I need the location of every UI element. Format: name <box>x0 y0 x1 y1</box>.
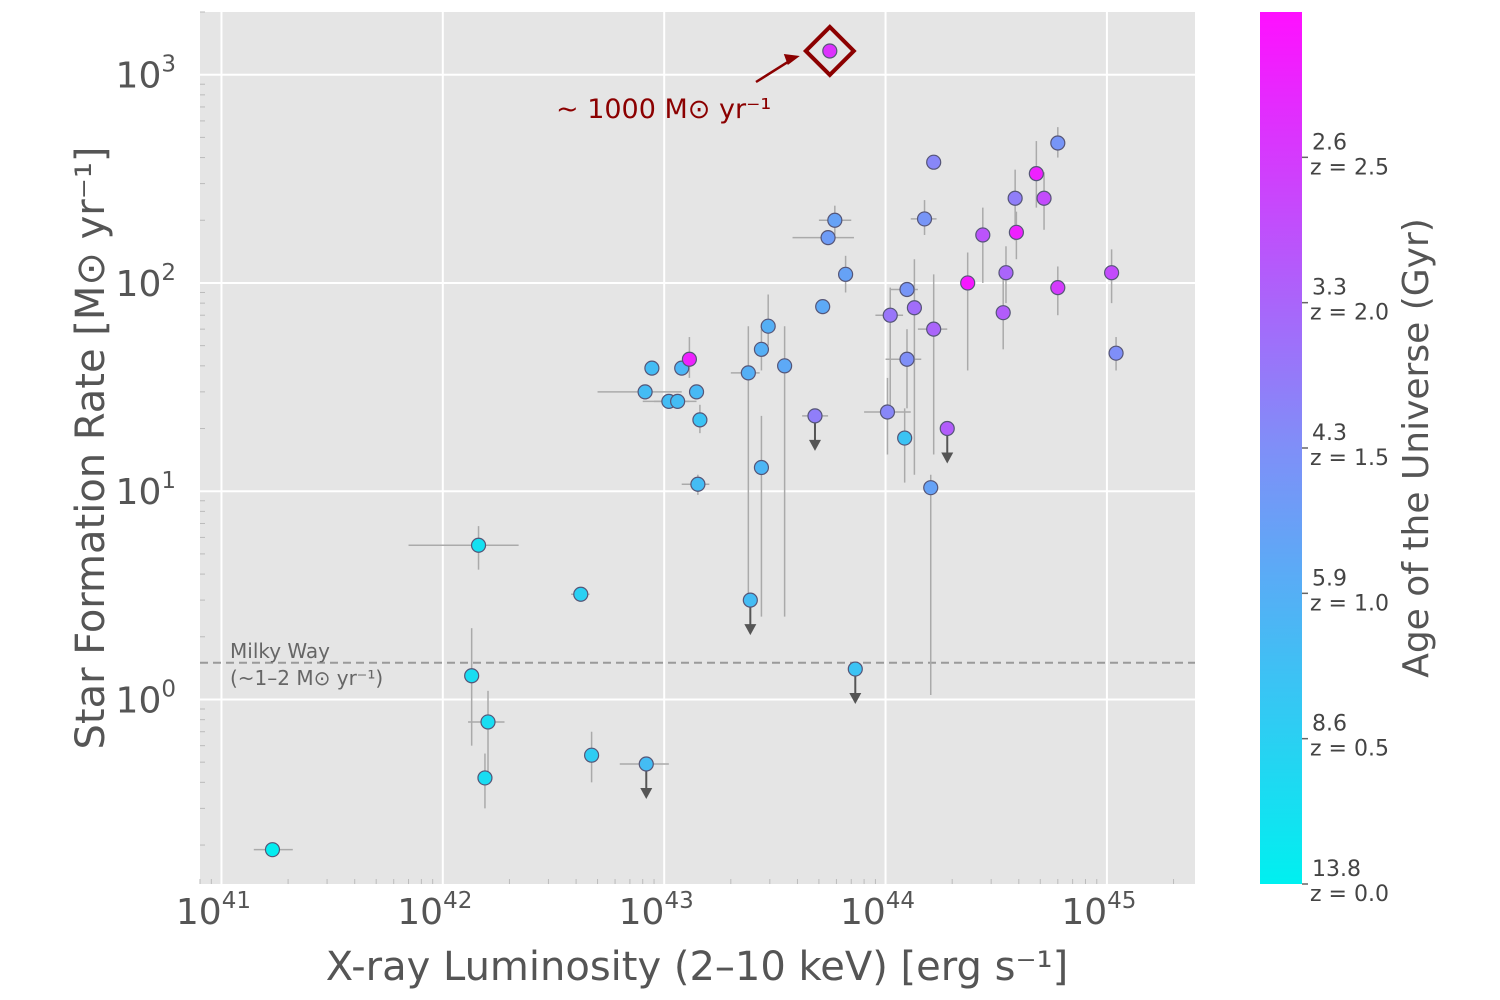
x-axis-title: X-ray Luminosity (2–10 keV) [erg s⁻¹] <box>326 944 1068 990</box>
colorbar-redshift-label: z = 1.0 <box>1310 591 1389 616</box>
colorbar-redshift-label: z = 1.5 <box>1310 446 1389 471</box>
data-point <box>681 351 698 367</box>
data-point <box>899 281 915 298</box>
y-axis-title: Star Formation Rate [M⊙ yr⁻¹] <box>68 146 114 749</box>
data-point <box>998 265 1014 281</box>
x-tick-label: 1042 <box>397 888 472 933</box>
x-tick-labels: 1041 1042 1043 1044 1045 <box>176 888 1137 933</box>
x-tick-label: 1043 <box>619 888 694 933</box>
upper-limit-arrow-head <box>744 624 757 636</box>
data-point <box>926 154 942 170</box>
data-point <box>688 384 705 400</box>
colorbar-age-label: 8.6 <box>1312 712 1347 737</box>
highlight-diamond <box>802 24 857 78</box>
data-point <box>638 756 654 772</box>
data-point <box>470 537 487 553</box>
data-point <box>926 321 942 337</box>
x-tick-label: 1041 <box>176 888 251 933</box>
data-point <box>1028 166 1044 182</box>
data-point <box>897 430 913 446</box>
y-tick-label: 100 <box>116 676 176 721</box>
data-point <box>637 384 653 400</box>
colorbar-age-label: 13.8 <box>1312 857 1361 882</box>
data-point <box>740 365 756 381</box>
data-points <box>264 43 1124 858</box>
x-tick-label: 1044 <box>840 888 915 933</box>
data-point <box>670 393 686 409</box>
data-point <box>820 230 836 246</box>
colorbar-age-label: 4.3 <box>1312 421 1347 446</box>
data-point <box>960 275 976 291</box>
colorbar-title: Age of the Universe (Gyr) <box>1396 218 1437 678</box>
highlight-annotation: ~ 1000 M⊙ yr⁻¹ <box>556 94 771 125</box>
plot-area <box>200 12 1195 884</box>
data-point <box>815 298 831 315</box>
data-point <box>882 307 898 323</box>
colorbar-age-label: 3.3 <box>1312 276 1347 301</box>
data-point <box>1104 265 1120 281</box>
upper-limit-arrow-head <box>640 787 653 799</box>
colorbar-redshift-label: z = 2.5 <box>1310 155 1389 180</box>
data-point <box>899 351 915 367</box>
data-point <box>1007 190 1023 206</box>
colorbar-ticks: 13.8z = 0.0 8.6z = 0.5 5.9z = 1.0 4.3z = 1.… <box>1302 130 1389 907</box>
data-point <box>690 476 706 492</box>
milky-way-range-label: (~1–2 M⊙ yr⁻¹) <box>230 666 383 690</box>
data-point <box>939 420 955 437</box>
colorbar-age-label: 2.6 <box>1312 130 1347 155</box>
data-point <box>742 592 758 608</box>
data-point <box>1008 224 1024 240</box>
colorbar-redshift-label: z = 0.5 <box>1310 737 1389 762</box>
data-point <box>583 747 600 763</box>
y-tick-label: 103 <box>116 52 176 97</box>
data-point <box>753 341 770 357</box>
data-point <box>847 661 863 677</box>
highlight-marker <box>755 24 857 84</box>
data-point <box>777 358 793 374</box>
colorbar <box>1260 12 1302 884</box>
data-point <box>477 770 493 786</box>
milky-way-label: Milky Way <box>230 639 330 663</box>
data-point <box>644 360 660 376</box>
y-tick-labels: 100 101 102 103 <box>116 52 176 722</box>
data-point <box>1036 190 1052 206</box>
colorbar-redshift-label: z = 2.0 <box>1310 301 1389 326</box>
grid-lines <box>200 12 1195 884</box>
upper-limit-arrow-head <box>941 452 954 464</box>
y-tick-label: 101 <box>116 468 176 513</box>
data-point <box>573 586 589 602</box>
data-point <box>753 459 770 476</box>
data-point <box>1050 135 1066 151</box>
data-point <box>760 318 776 334</box>
data-point <box>464 668 480 684</box>
data-point <box>837 266 854 282</box>
upper-limit-arrow-head <box>849 693 862 705</box>
data-point <box>906 300 922 316</box>
colorbar-redshift-label: z = 0.0 <box>1310 882 1389 907</box>
minor-ticks <box>199 11 1175 884</box>
data-point <box>975 227 991 243</box>
data-point <box>822 43 838 59</box>
data-point <box>692 412 708 428</box>
data-point <box>923 480 939 496</box>
upper-limit-arrow-head <box>808 439 821 451</box>
data-point <box>827 212 843 228</box>
colorbar-age-label: 5.9 <box>1312 566 1347 591</box>
x-tick-label: 1045 <box>1061 888 1136 933</box>
highlight-arrow-head <box>783 53 800 65</box>
data-point <box>1050 279 1066 296</box>
data-point <box>916 211 933 227</box>
data-point <box>807 408 823 424</box>
data-point <box>480 714 496 730</box>
data-point <box>1108 345 1124 361</box>
data-point <box>879 404 896 420</box>
data-point <box>264 842 281 858</box>
data-point <box>995 305 1011 321</box>
y-tick-label: 102 <box>116 260 176 305</box>
